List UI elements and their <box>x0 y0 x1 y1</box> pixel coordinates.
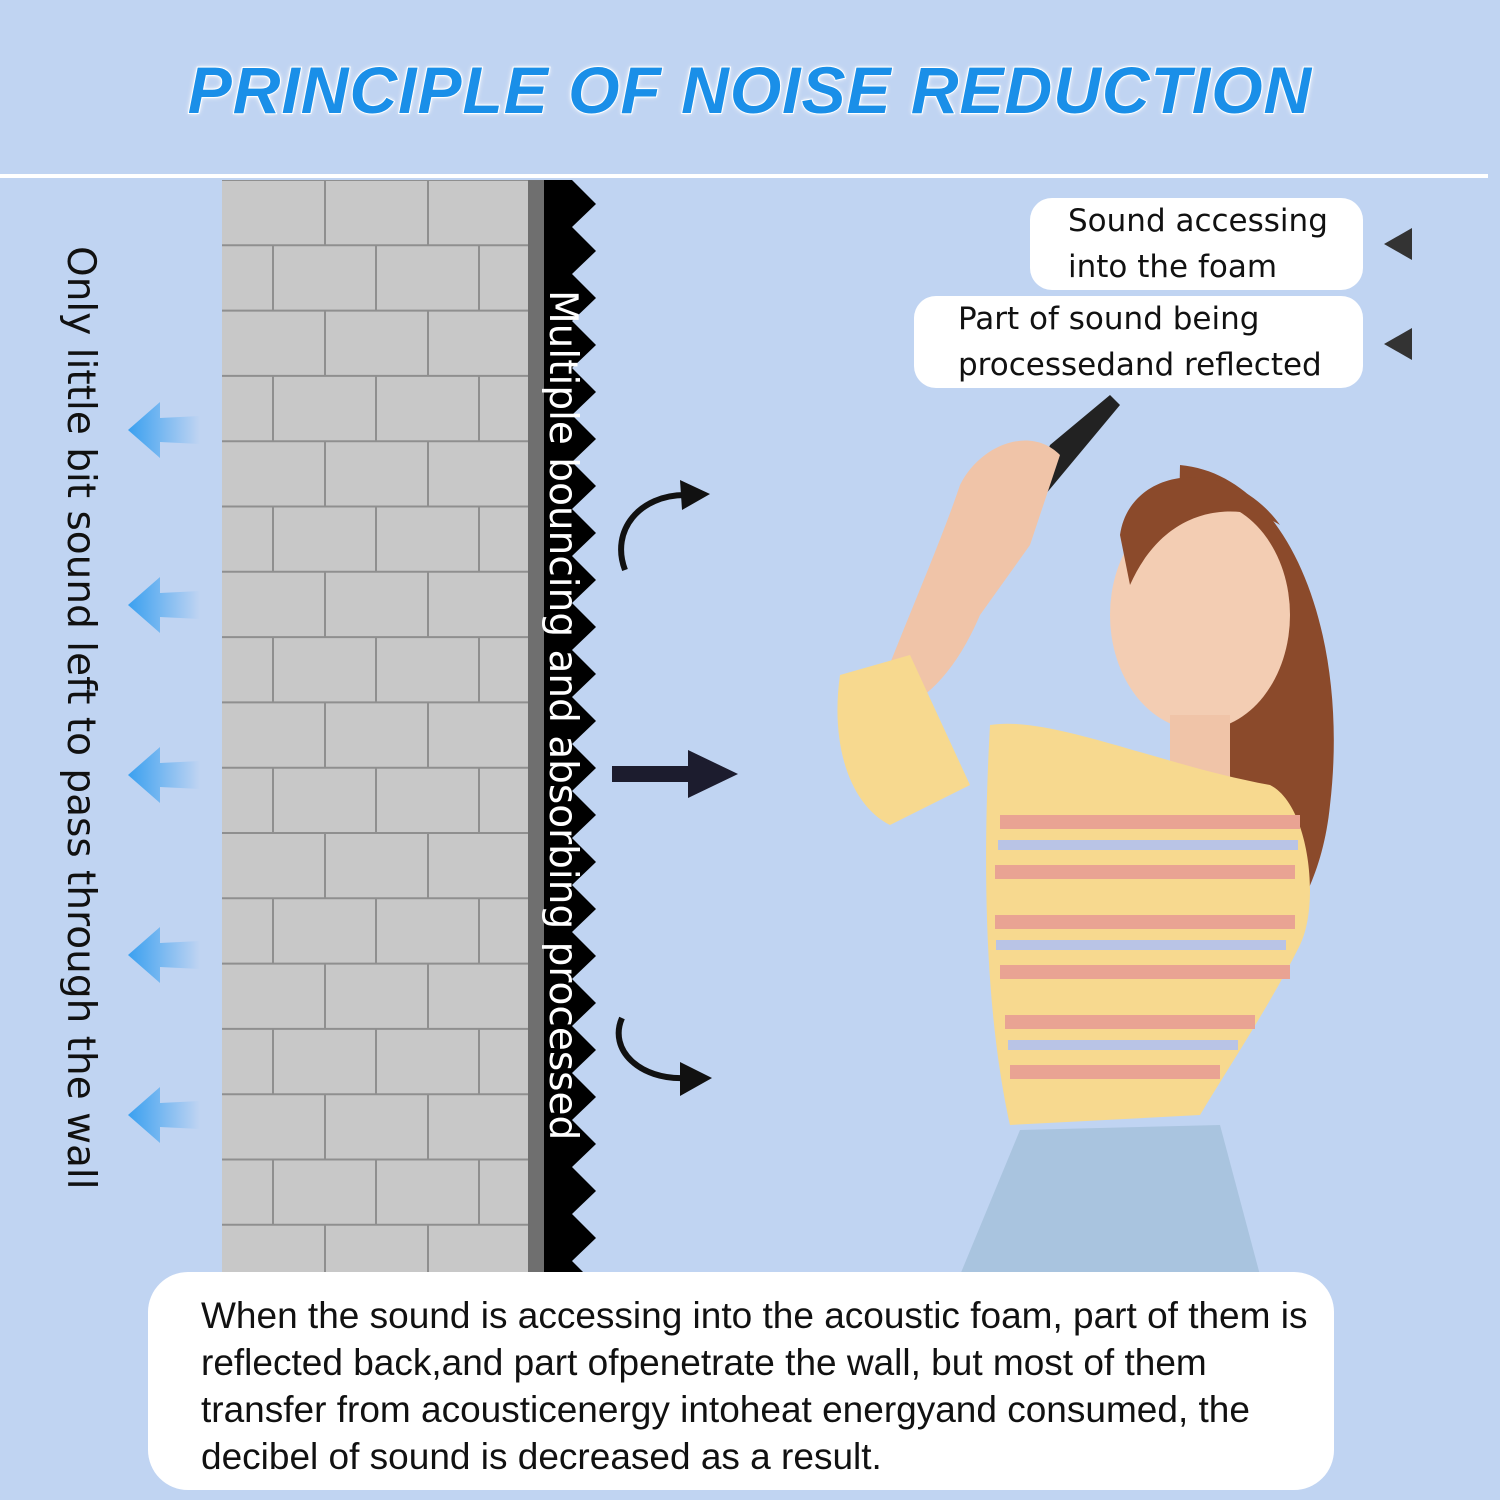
reflect-arrows <box>612 480 738 1096</box>
wall-edge <box>528 180 544 1272</box>
reflect-arrow-up-icon <box>618 492 686 572</box>
reflect-arrow-down-icon <box>615 1016 686 1082</box>
arrowhead <box>680 1062 712 1096</box>
brick-wall <box>222 180 596 1272</box>
left-arrow-icon <box>128 577 200 633</box>
straight-arrow-icon <box>688 750 738 798</box>
description-box: When the sound is accessing into the aco… <box>148 1272 1334 1490</box>
callout-reflected: Part of sound being processedand reflect… <box>914 296 1363 388</box>
pass-through-arrows <box>128 402 200 1143</box>
left-arrow-icon <box>128 927 200 983</box>
left-arrow-icon <box>128 402 200 458</box>
page-title: PRINCIPLE OF NOISE REDUCTION <box>187 52 1313 128</box>
woman-with-phone-photo <box>837 395 1334 1275</box>
callout-line: processedand reflected <box>958 347 1322 383</box>
callout-line: Part of sound being <box>958 301 1260 337</box>
callout-line: Sound accessing <box>1068 203 1328 239</box>
wall-pass-label: Only little bit sound left to pass throu… <box>58 246 103 1190</box>
wall-surface <box>222 180 528 1272</box>
left-arrow-icon <box>128 747 200 803</box>
divider <box>0 174 1488 178</box>
pointer-triangle-icon <box>1384 328 1412 360</box>
arrowhead <box>680 480 710 510</box>
left-arrow-icon <box>128 1087 200 1143</box>
pointer-triangle-icon <box>1384 228 1412 260</box>
straight-arrow-shaft <box>612 766 692 782</box>
callout-line: into the foam <box>1068 249 1278 285</box>
acoustic-foam <box>544 180 596 1272</box>
foam-label: Multiple bouncing and absorbing processe… <box>540 290 585 1141</box>
callout-sound-accessing: Sound accessing into the foam <box>1030 198 1363 290</box>
